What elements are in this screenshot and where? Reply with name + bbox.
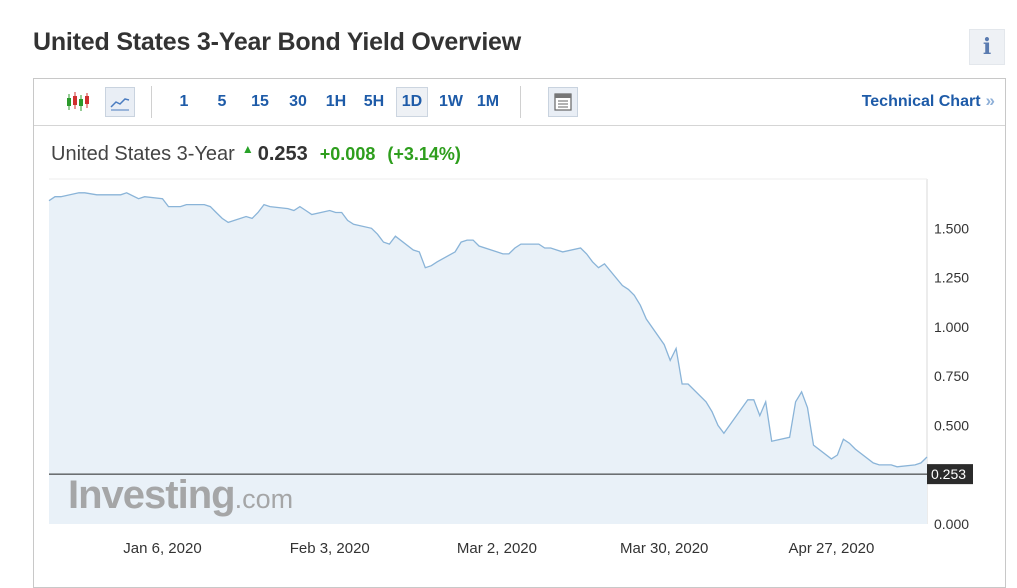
x-tick-label: Mar 2, 2020 bbox=[457, 540, 537, 557]
toolbar-divider bbox=[151, 86, 152, 118]
last-price: 0.253 bbox=[257, 143, 308, 165]
y-tick-label: 1.500 bbox=[934, 220, 969, 236]
y-tick-label: 0.750 bbox=[934, 368, 969, 384]
timeframe-1w[interactable]: 1W bbox=[439, 93, 463, 110]
x-tick-label: Apr 27, 2020 bbox=[788, 540, 874, 557]
page-title: United States 3-Year Bond Yield Overview bbox=[33, 28, 522, 56]
y-tick-label: 1.250 bbox=[934, 270, 969, 286]
technical-chart-link[interactable]: Technical Chart» bbox=[862, 91, 995, 111]
table-icon[interactable] bbox=[548, 87, 578, 117]
price-change-percent: (+3.14%) bbox=[387, 144, 461, 164]
series-area bbox=[49, 192, 927, 525]
toolbar-divider bbox=[520, 86, 521, 118]
timeframe-5[interactable]: 5 bbox=[217, 93, 227, 110]
candlestick-icon[interactable] bbox=[62, 87, 92, 117]
technical-chart-label: Technical Chart bbox=[861, 93, 981, 110]
investing-watermark-logo: Investing.com bbox=[68, 473, 294, 517]
series-line bbox=[48, 192, 928, 468]
double-chevron-right-icon: » bbox=[985, 91, 995, 110]
timeframe-1m[interactable]: 1M bbox=[476, 93, 500, 110]
instrument-name: United States 3-Year bbox=[51, 143, 235, 165]
yield-chart[interactable]: 0.253 1.500 1.250 1.000 0.750 0.500 0.000 Jan 6… bbox=[34, 79, 1005, 587]
current-value-label: 0.253 bbox=[931, 466, 966, 482]
y-tick-label: 1.000 bbox=[934, 319, 969, 335]
timeframe-1d[interactable]: 1D bbox=[396, 87, 428, 117]
y-tick-label: 0.500 bbox=[934, 417, 969, 433]
x-tick-label: Feb 3, 2020 bbox=[290, 540, 370, 557]
timeframe-5h[interactable]: 5H bbox=[363, 93, 385, 110]
line-chart-icon[interactable] bbox=[105, 87, 135, 117]
quote-summary: United States 3-Year ▲ 0.253 +0.008 (+3.14%) bbox=[51, 142, 461, 169]
timeframe-1[interactable]: 1 bbox=[179, 93, 189, 110]
x-tick-label: Jan 6, 2020 bbox=[123, 540, 201, 557]
timeframe-1h[interactable]: 1H bbox=[325, 93, 347, 110]
timeframe-30[interactable]: 30 bbox=[289, 93, 307, 110]
current-value-badge bbox=[927, 464, 973, 485]
price-change: +0.008 bbox=[319, 144, 376, 164]
chart-widget: 1 5 15 30 1H 5H 1D 1W 1M Technical Chart… bbox=[33, 78, 1006, 588]
info-icon[interactable]: i bbox=[969, 29, 1005, 65]
timeframe-15[interactable]: 15 bbox=[251, 93, 269, 110]
up-arrow-icon: ▲ bbox=[241, 142, 254, 156]
x-tick-label: Mar 30, 2020 bbox=[620, 540, 708, 557]
chart-toolbar: 1 5 15 30 1H 5H 1D 1W 1M Technical Chart… bbox=[34, 79, 1005, 126]
y-tick-label: 0.000 bbox=[934, 516, 969, 532]
